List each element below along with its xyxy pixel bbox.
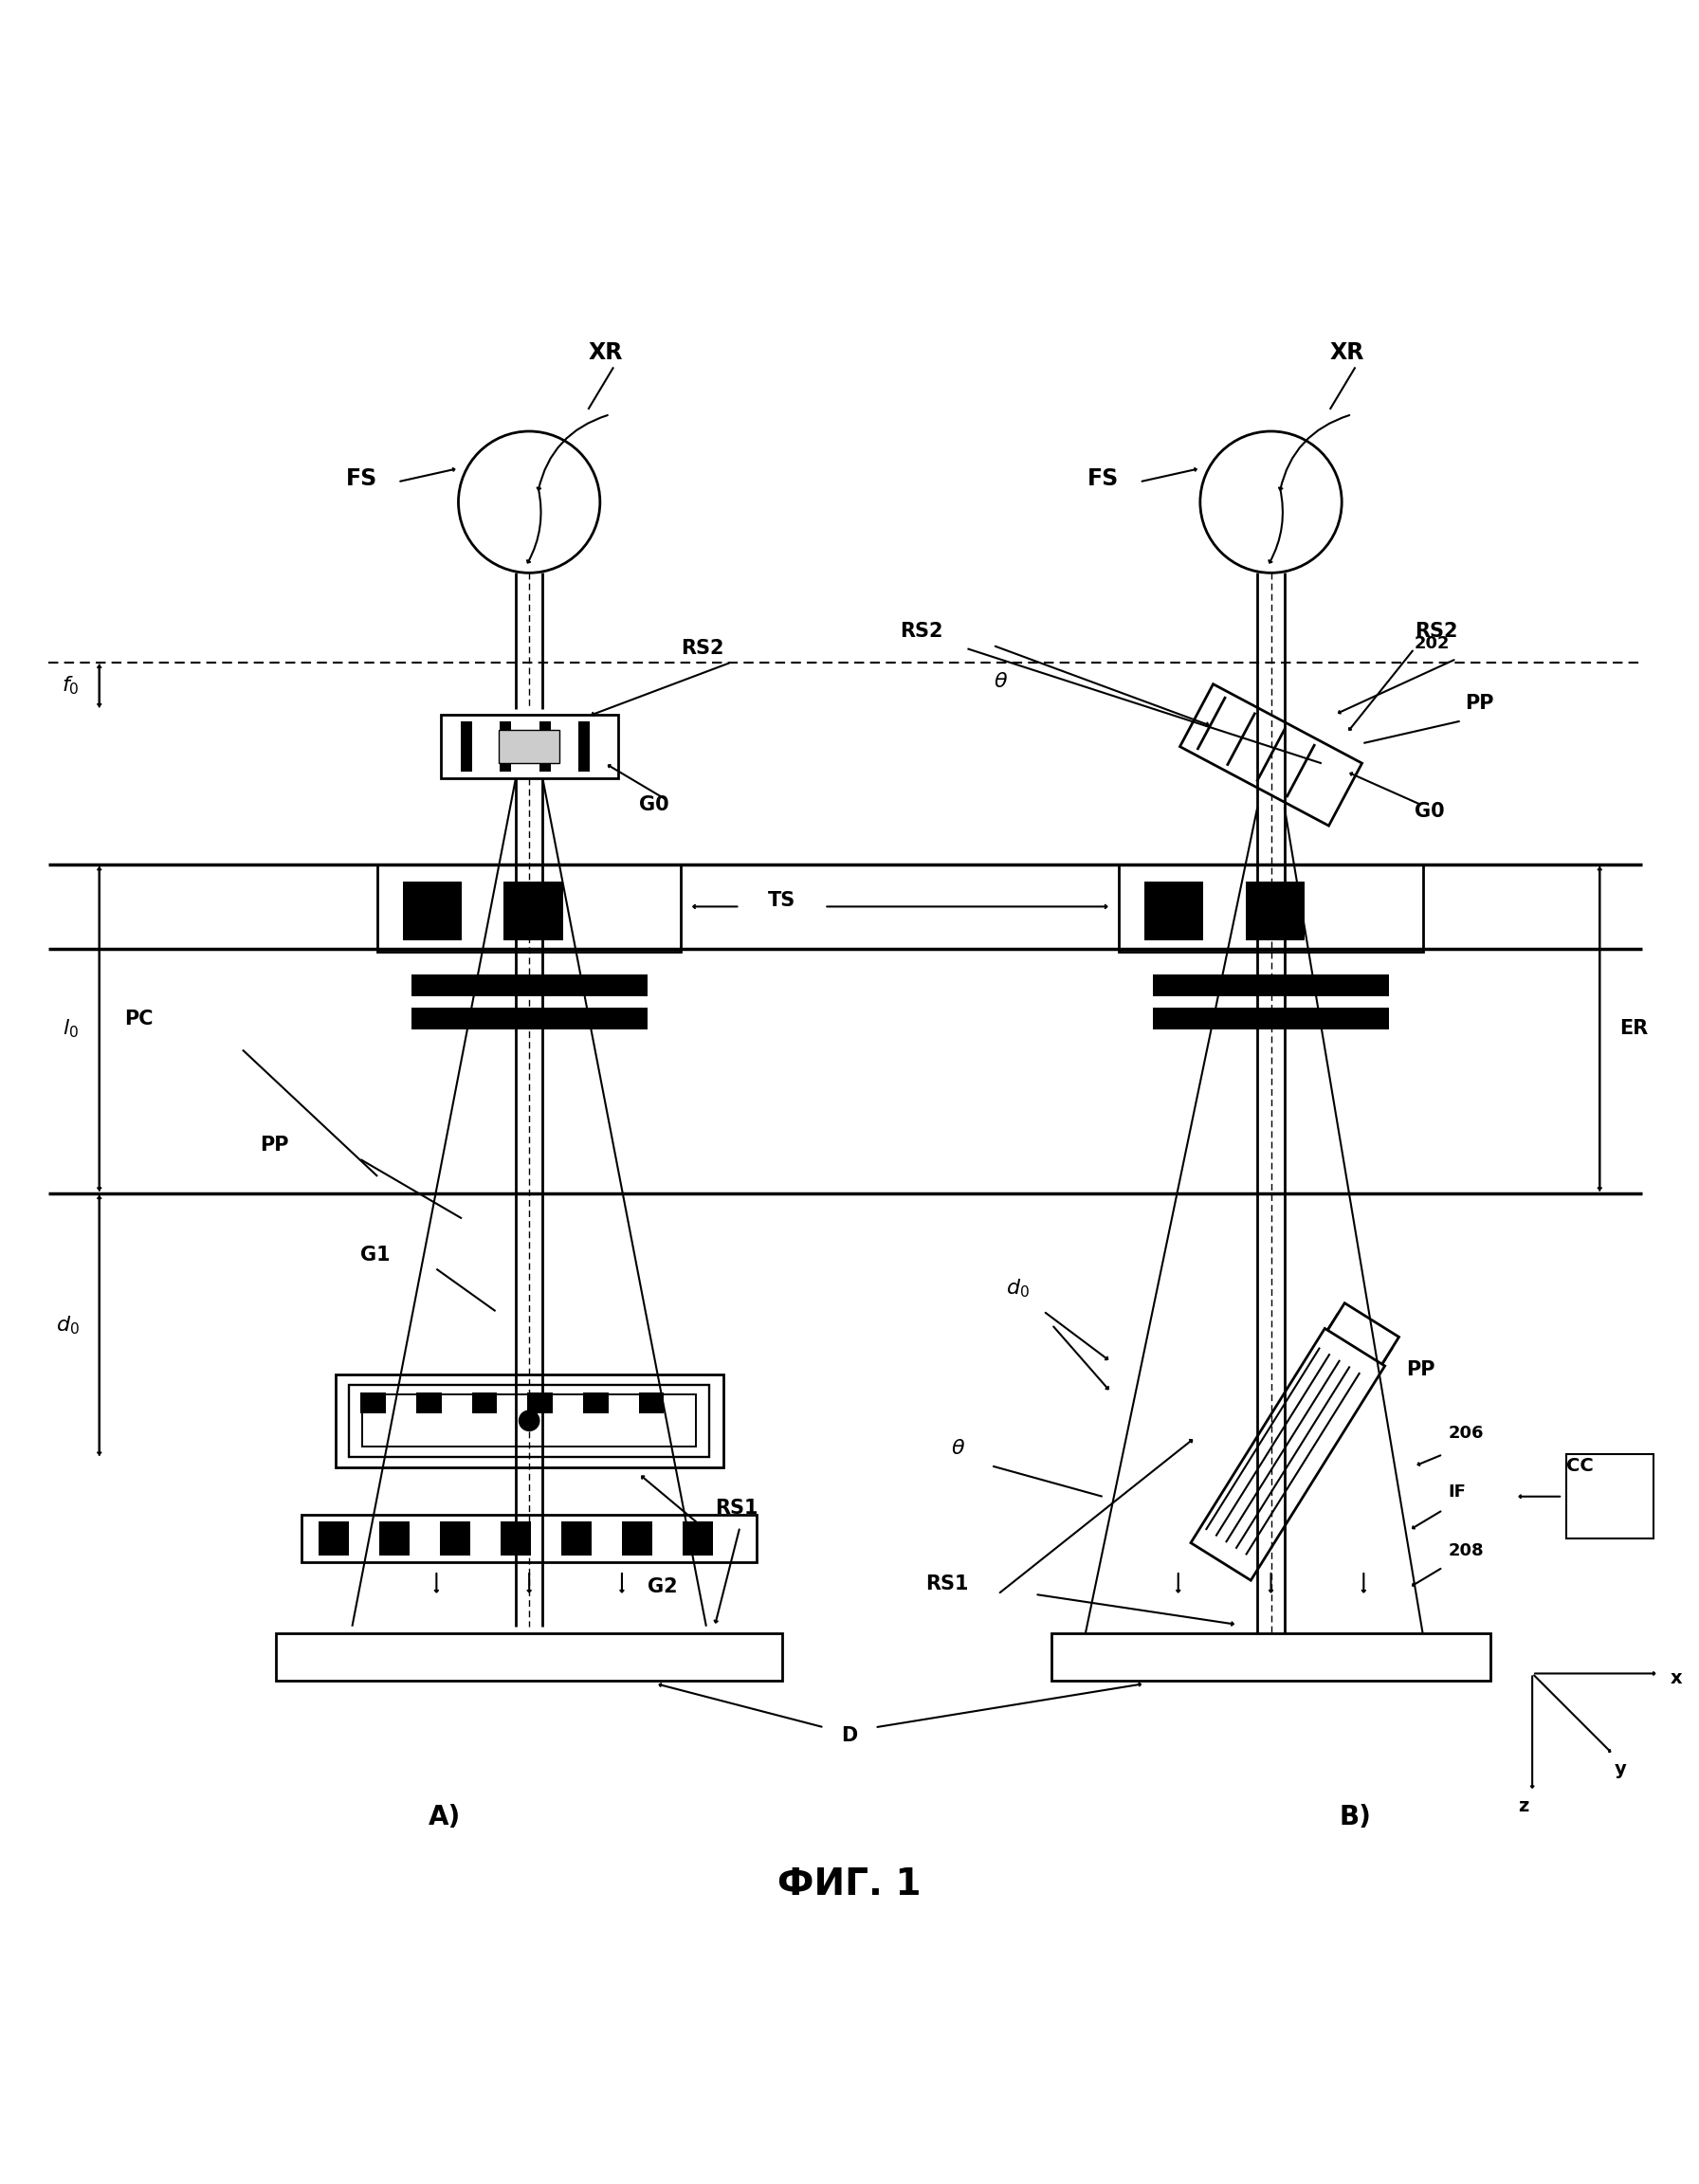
Bar [1145,882,1203,941]
Text: $f_0$: $f_0$ [61,675,80,697]
Bar [1566,1455,1653,1540]
Polygon shape [1198,1337,1378,1572]
Text: G0: G0 [1414,802,1444,821]
Bar [501,1522,530,1555]
Text: $\theta$: $\theta$ [994,673,1009,692]
Bar [403,882,462,941]
Bar [639,1393,664,1413]
Bar [500,721,511,771]
Polygon shape [1179,684,1363,826]
Bar [1154,974,1390,996]
Bar [500,729,559,764]
Bar [505,882,562,941]
Text: XR: XR [588,341,622,363]
Bar [527,1393,552,1413]
Text: x: x [1670,1669,1682,1688]
Bar [440,1522,471,1555]
Bar [362,1396,697,1446]
Bar [1245,882,1305,941]
Text: G0: G0 [639,795,669,815]
Text: 206: 206 [1448,1424,1483,1441]
Bar [411,1007,647,1029]
Text: $\theta$: $\theta$ [951,1439,965,1459]
Bar [360,1393,386,1413]
Text: RS2: RS2 [900,622,943,640]
Text: RS1: RS1 [926,1575,968,1592]
Text: PP: PP [1465,695,1493,714]
Bar [335,1374,724,1468]
Text: RS2: RS2 [681,638,724,657]
Text: $d_0$: $d_0$ [56,1315,80,1337]
Bar [1120,865,1422,952]
Text: В): В) [1339,1804,1371,1830]
Bar [411,974,647,996]
Polygon shape [1205,1326,1385,1559]
Bar [578,721,590,771]
Bar [1154,1007,1390,1029]
Bar [539,721,550,771]
Bar [318,1522,348,1555]
Bar [277,1634,782,1679]
Bar [472,1393,498,1413]
Text: z: z [1519,1797,1529,1815]
Text: А): А) [428,1804,460,1830]
Circle shape [520,1411,539,1431]
Bar [348,1385,710,1457]
Polygon shape [1213,1315,1391,1548]
Text: RS2: RS2 [1414,622,1458,640]
Text: PP: PP [1405,1361,1434,1378]
Bar [622,1522,652,1555]
Bar [561,1522,591,1555]
Text: $l_0$: $l_0$ [63,1018,80,1040]
Bar [377,865,681,952]
Text: D: D [841,1725,858,1745]
Text: ФИГ. 1: ФИГ. 1 [778,1865,921,1902]
Text: 202: 202 [1414,636,1449,653]
Polygon shape [1191,1328,1385,1581]
Text: PC: PC [124,1009,153,1029]
Text: TS: TS [768,891,795,911]
Bar [683,1522,714,1555]
Bar [583,1393,608,1413]
Bar [460,721,472,771]
Text: RS1: RS1 [715,1498,758,1518]
Bar [416,1393,442,1413]
Text: CC: CC [1566,1457,1594,1474]
Polygon shape [1220,1304,1398,1538]
Text: G2: G2 [647,1577,678,1597]
Bar [1052,1634,1490,1679]
Circle shape [1199,430,1342,572]
Text: XR: XR [1330,341,1364,363]
Text: FS: FS [347,467,377,489]
Text: PP: PP [260,1136,289,1155]
Text: FS: FS [1087,467,1120,489]
Bar [440,714,618,778]
Text: ER: ER [1619,1020,1648,1037]
Bar [379,1522,409,1555]
Circle shape [459,430,600,572]
Bar [302,1516,756,1562]
Text: y: y [1614,1760,1626,1778]
Text: 208: 208 [1448,1542,1483,1559]
Text: IF: IF [1448,1483,1466,1500]
Text: $d_0$: $d_0$ [1006,1278,1030,1299]
Text: G1: G1 [360,1245,391,1265]
